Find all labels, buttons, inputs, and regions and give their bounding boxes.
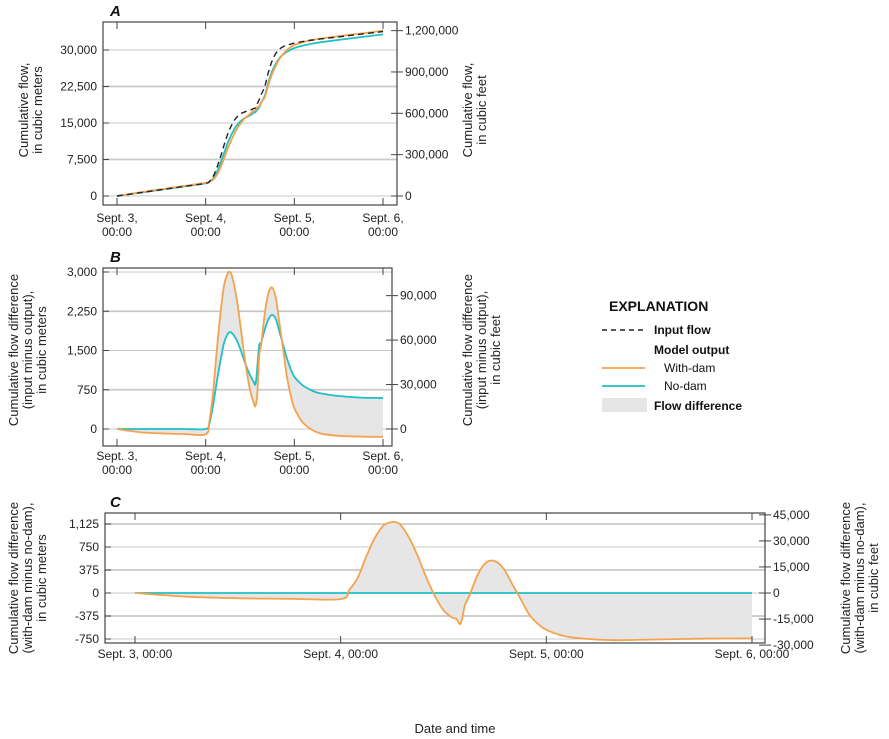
y-axis-title-right: in cubic feet — [488, 315, 503, 385]
series-line-with-dam — [116, 270, 384, 438]
x-tick-label: Sept. 6, 00:00 — [715, 647, 790, 661]
x-tick-label: Sept. 3, — [96, 449, 137, 463]
x-tick-label: Sept. 4, 00:00 — [303, 647, 378, 661]
y-tick-label-left: 750 — [79, 540, 99, 554]
y-tick-label-right: -30,000 — [773, 638, 814, 652]
legend-flow-difference-swatch — [602, 398, 647, 412]
panel-label: C — [110, 494, 122, 511]
y-axis-title-left: in cubic meters — [34, 534, 49, 622]
y-axis-title-left: (with-dam minus no-dam), — [20, 503, 35, 654]
y-axis-title-left: (input minus output), — [20, 291, 35, 410]
x-tick-label: 00:00 — [368, 463, 398, 477]
y-axis-title-right: Cumulative flow difference — [460, 274, 475, 426]
legend: EXPLANATION Input flow Model output With… — [602, 298, 742, 413]
series-line-with-dam — [134, 520, 753, 642]
y-axis-title-right: (input minus output), — [474, 291, 489, 410]
y-axis-title-left: Cumulative flow difference — [6, 502, 21, 654]
x-tick-label: Sept. 4, — [185, 211, 226, 225]
x-tick-label: 00:00 — [279, 225, 309, 239]
panel-label: A — [109, 3, 121, 20]
series-line-input-flow — [116, 30, 384, 197]
y-tick-label-left: 7,500 — [67, 153, 97, 167]
y-tick-label-right: 300,000 — [405, 148, 449, 162]
x-tick-label: Sept. 3, 00:00 — [98, 647, 173, 661]
y-tick-label-right: 0 — [405, 189, 412, 203]
x-tick-label: Sept. 3, — [96, 211, 137, 225]
y-tick-label-left: 750 — [77, 383, 97, 397]
y-axis-title-right: Cumulative flow difference — [838, 502, 853, 654]
y-tick-label-left: 2,250 — [67, 304, 97, 318]
y-tick-label-right: 0 — [400, 422, 407, 436]
y-axis-title-left: Cumulative flow difference — [6, 274, 21, 426]
panel-c: Sept. 3, 00:00 Sept. 4, 00:00 Sept. 5, 00:… — [6, 494, 881, 661]
legend-model-output-label: Model output — [654, 343, 729, 357]
y-tick-label-right: -15,000 — [773, 612, 814, 626]
legend-with-dam-label: With-dam — [664, 361, 715, 375]
plot-frame — [102, 267, 393, 447]
x-tick-label: 00:00 — [102, 463, 132, 477]
y-tick-label-left: 15,000 — [60, 116, 97, 130]
y-axis-title-left: Cumulative flow, — [16, 63, 31, 158]
flow-difference-area — [117, 271, 383, 437]
x-axis-title: Date and time — [415, 721, 496, 736]
y-axis-title-right: in cubic feet — [474, 75, 489, 145]
x-tick-label: 00:00 — [368, 225, 398, 239]
legend-input-flow-label: Input flow — [654, 323, 711, 337]
y-axis-title-right: (with-dam minus no-dam), — [852, 503, 867, 654]
y-tick-label-right: 900,000 — [405, 65, 449, 79]
y-tick-label-left: 3,000 — [67, 265, 97, 279]
y-tick-label-left: 0 — [90, 189, 97, 203]
y-tick-label-right: 30,000 — [773, 534, 810, 548]
series-line-no-dam — [116, 33, 384, 197]
x-tick-label: Sept. 5, 00:00 — [509, 647, 584, 661]
y-tick-label-right: 1,200,000 — [405, 24, 459, 38]
y-tick-label-right: 30,000 — [400, 378, 437, 392]
y-tick-label-left: 1,125 — [69, 517, 99, 531]
y-tick-label-left: 0 — [90, 422, 97, 436]
panel-label: B — [110, 249, 121, 266]
y-tick-label-left: 22,500 — [60, 80, 97, 94]
x-tick-label: 00:00 — [191, 463, 221, 477]
x-tick-label: 00:00 — [191, 225, 221, 239]
legend-flow-difference-label: Flow difference — [654, 399, 742, 413]
legend-no-dam-label: No-dam — [664, 379, 707, 393]
y-tick-label-right: 90,000 — [400, 289, 437, 303]
y-tick-label-left: 30,000 — [60, 43, 97, 57]
y-tick-label-right: 0 — [773, 586, 780, 600]
y-tick-label-left: -375 — [75, 609, 99, 623]
flow-difference-area — [135, 521, 752, 641]
y-tick-label-right: 60,000 — [400, 333, 437, 347]
y-tick-label-right: 15,000 — [773, 560, 810, 574]
legend-title: EXPLANATION — [609, 298, 708, 314]
y-tick-label-left: 0 — [92, 586, 99, 600]
y-tick-label-left: -750 — [75, 632, 99, 646]
x-tick-label: Sept. 6, — [362, 449, 403, 463]
y-tick-label-left: 375 — [79, 563, 99, 577]
x-tick-label: 00:00 — [279, 463, 309, 477]
y-tick-label-right: 600,000 — [405, 106, 449, 120]
y-tick-label-left: 1,500 — [67, 344, 97, 358]
x-tick-label: Sept. 6, — [362, 211, 403, 225]
y-axis-title-left: in cubic meters — [34, 306, 49, 394]
plot-frame — [104, 512, 766, 644]
y-axis-title-right: Cumulative flow, — [460, 63, 475, 158]
series-line-with-dam — [116, 29, 384, 197]
x-tick-label: Sept. 4, — [185, 449, 226, 463]
x-tick-label: Sept. 5, — [274, 449, 315, 463]
x-tick-label: Sept. 5, — [274, 211, 315, 225]
y-tick-label-right: 45,000 — [773, 508, 810, 522]
x-tick-label: 00:00 — [102, 225, 132, 239]
y-axis-title-right: in cubic feet — [866, 543, 881, 613]
y-axis-title-left: in cubic meters — [30, 66, 45, 154]
series-line-no-dam — [116, 313, 384, 431]
